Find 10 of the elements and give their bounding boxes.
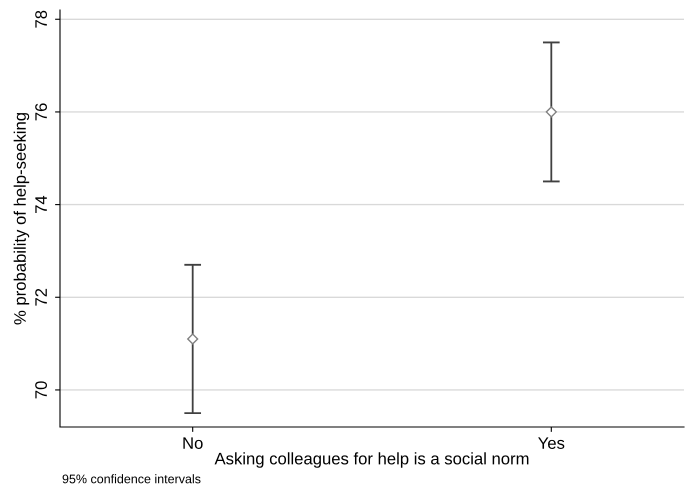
x-tick-label: No: [183, 437, 203, 449]
x-axis-title: Asking colleagues for help is a social norm: [214, 452, 528, 468]
y-tick-label: 74: [35, 196, 47, 214]
y-tick-label: 78: [35, 10, 47, 28]
text: 95% confidence intervals: [62, 474, 201, 484]
y-axis-title: % probability of help-seeking: [14, 113, 30, 324]
x-tick-label: Yes: [538, 437, 564, 449]
y-tick-label: 72: [35, 288, 47, 306]
y-tick-label: 70: [35, 381, 47, 398]
y-tick-label: 76: [35, 103, 47, 120]
